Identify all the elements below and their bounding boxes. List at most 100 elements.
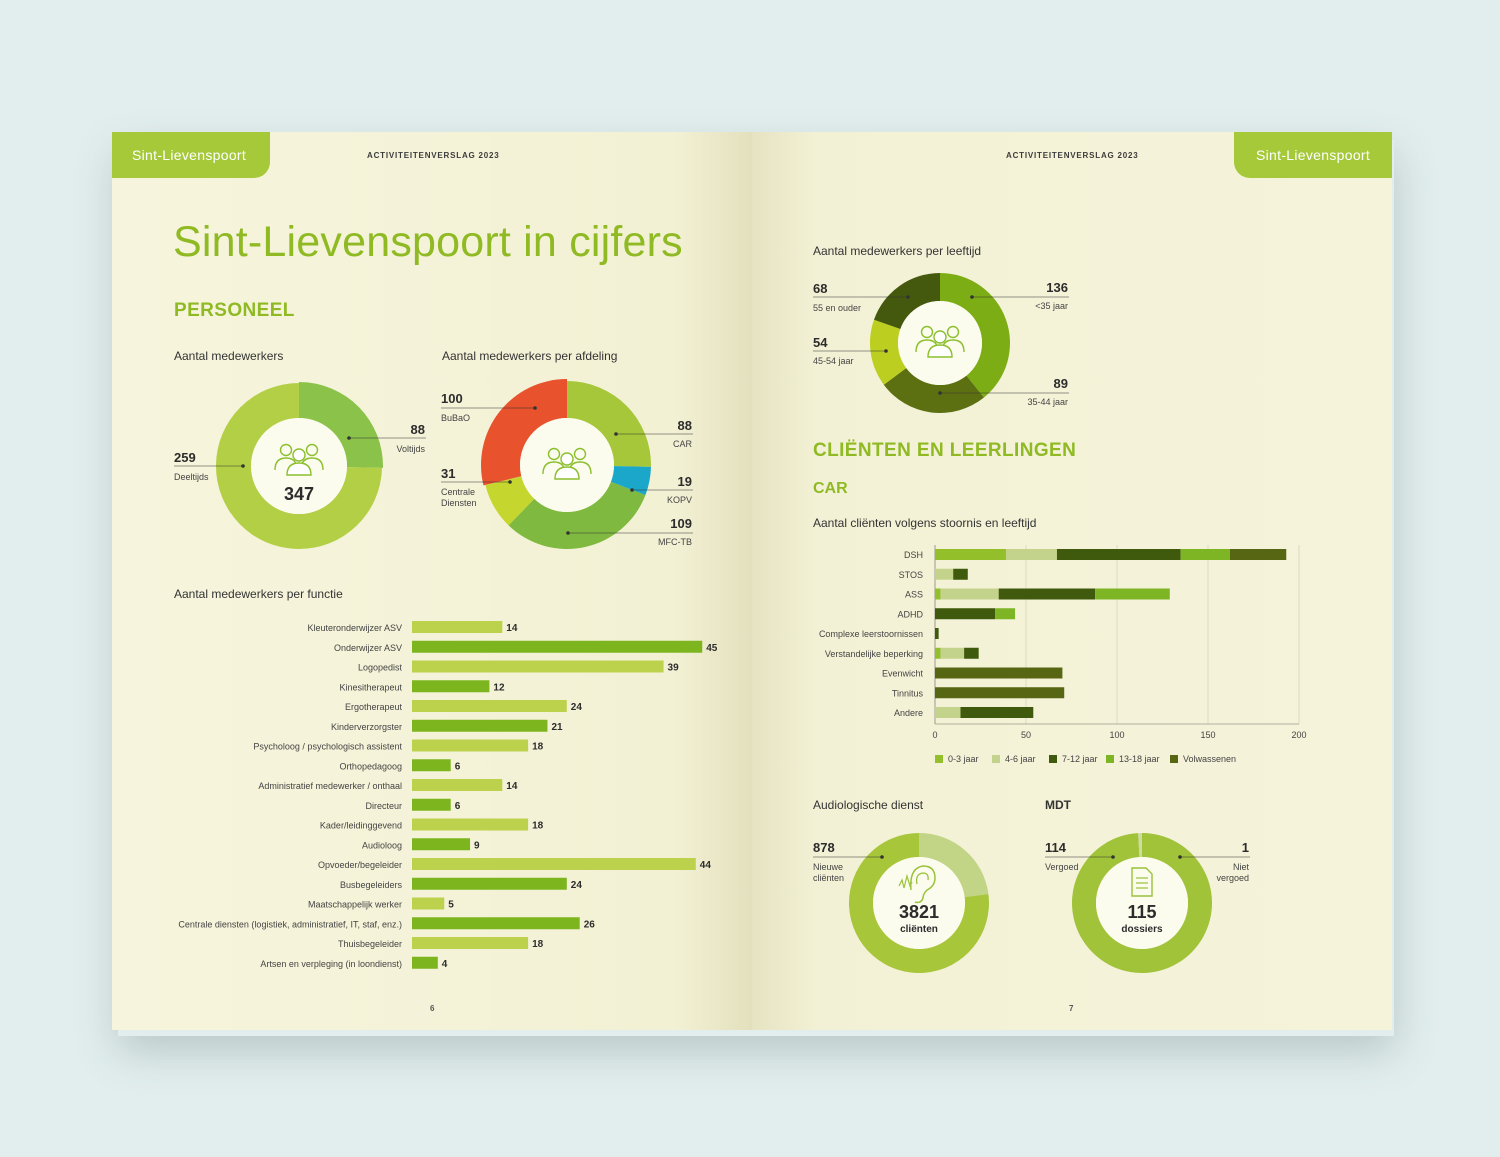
section-personeel: PERSONEEL <box>174 300 295 321</box>
section-clienten: CLIËNTEN EN LEERLINGEN <box>813 440 1077 461</box>
value-nieuwe-clienten: 878 <box>813 840 835 855</box>
donut-medewerkers <box>215 382 383 549</box>
callout-voltijds: 88 Voltijds <box>347 422 426 454</box>
donut-audiologie <box>849 833 989 973</box>
bar-value: 5 <box>448 900 454 911</box>
bar <box>412 798 451 811</box>
bar-value: 24 <box>571 702 583 713</box>
stacked-bar-segment <box>1095 588 1170 600</box>
label-45-54: 45-54 jaar <box>813 356 854 366</box>
page-title: Sint-Lievenspoort in cijfers <box>173 218 683 266</box>
chart-title-functie: Aantal medewerkers per functie <box>174 587 343 601</box>
legend-label: 13-18 jaar <box>1119 754 1160 764</box>
bar-value: 18 <box>532 939 544 950</box>
center-value-mdt: 115 <box>1127 902 1156 922</box>
donut-slice-55-en-ouder <box>873 273 940 330</box>
stacked-bar-segment <box>1180 549 1230 560</box>
value-45-54: 54 <box>813 335 828 350</box>
donut-slice-voltijds <box>299 382 383 468</box>
bar-value: 18 <box>532 821 544 832</box>
legend-swatch <box>992 755 1000 763</box>
bar <box>412 680 490 693</box>
category-label: ADHD <box>897 609 923 619</box>
brand-tab-right: Sint-Lievenspoort <box>1234 132 1392 178</box>
x-tick-label: 200 <box>1291 730 1306 740</box>
callout-deeltijds: 259 Deeltijds <box>174 450 245 482</box>
callout-35min: 136 <35 jaar <box>970 280 1069 311</box>
donut-afdeling <box>480 379 651 550</box>
callout-35-44: 89 35-44 jaar <box>938 376 1069 407</box>
legend-swatch <box>935 755 943 763</box>
bar-label: Centrale diensten (logistiek, administra… <box>178 919 402 929</box>
center-value-audiologie: 3821 <box>899 902 939 922</box>
label-kopv: KOPV <box>667 495 692 505</box>
donut-slice-car <box>567 381 651 467</box>
bar-value: 9 <box>474 840 480 851</box>
legend-stoornis: 0-3 jaar 4-6 jaar 7-12 jaar 13-18 jaar Volwa… <box>935 754 1236 764</box>
running-head-left: ACTIVITEITENVERSLAG 2023 <box>367 151 500 160</box>
stacked-bar-segment <box>995 608 1016 620</box>
label-niet-1: Niet <box>1233 862 1250 872</box>
label-deeltijds: Deeltijds <box>174 472 209 482</box>
value-niet-vergoed: 1 <box>1242 840 1249 855</box>
bar-label: Psycholoog / psychologisch assistent <box>253 742 402 752</box>
label-car: CAR <box>673 439 693 449</box>
bar-label: Kader/leidinggevend <box>320 821 402 831</box>
value-vergoed: 114 <box>1045 840 1067 855</box>
legend-label: 0-3 jaar <box>948 754 979 764</box>
chart-title-stoornis: Aantal cliënten volgens stoornis en leef… <box>813 516 1037 530</box>
donut-slice-kopv <box>610 466 651 496</box>
category-label: Complexe leerstoornissen <box>819 629 923 639</box>
label-centrale-2: Diensten <box>441 498 477 508</box>
value-voltijds: 88 <box>411 422 425 437</box>
category-label: ASS <box>905 590 923 600</box>
brand-tab-left: Sint-Lievenspoort <box>112 132 270 178</box>
bar-label: Thuisbegeleider <box>338 939 402 949</box>
stacked-bar-segment <box>935 568 954 580</box>
label-35min: <35 jaar <box>1035 301 1068 311</box>
bar-label: Kinderverzorgster <box>331 722 402 732</box>
chart-title-audiologie: Audiologische dienst <box>813 798 924 812</box>
value-55plus: 68 <box>813 281 827 296</box>
category-label: Tinnitus <box>892 688 924 698</box>
callout-55plus: 68 55 en ouder <box>813 281 910 313</box>
bar-value: 44 <box>700 860 712 871</box>
legend-label: 7-12 jaar <box>1062 754 1098 764</box>
label-35-44: 35-44 jaar <box>1027 397 1068 407</box>
callout-kopv: 19 KOPV <box>630 474 693 505</box>
donut-slice-45-54-jaar <box>869 319 907 385</box>
donut-slice-centrale-diensten <box>485 476 535 526</box>
legend-swatch <box>1106 755 1114 763</box>
bar <box>412 719 548 732</box>
stacked-bar-segment <box>935 588 941 600</box>
label-mfc: MFC-TB <box>658 537 692 547</box>
donut-slice-niet-vergoed <box>1138 833 1142 858</box>
chart-title-medewerkers: Aantal medewerkers <box>174 349 284 363</box>
stacked-bar-segment <box>1056 549 1181 560</box>
donut-slice-deeltijds <box>215 383 382 549</box>
donut-leeftijd <box>869 273 1011 414</box>
stacked-bar-segment <box>960 707 1034 718</box>
bar-label: Opvoeder/begeleider <box>318 860 402 870</box>
stacked-bar-segment <box>935 647 941 659</box>
bar <box>412 838 471 851</box>
bar-label: Busbegeleiders <box>340 880 403 890</box>
donut-slice-overige <box>849 833 989 973</box>
bars-stoornis: 0 50 100 150 200 DSH STOS ASS ADHD Complexe leers… <box>819 545 1307 740</box>
subsection-car: CAR <box>813 480 848 497</box>
bar-value: 14 <box>506 623 518 634</box>
legend-label: 4-6 jaar <box>1005 754 1036 764</box>
bar-label: Administratief medewerker / onthaal <box>258 781 402 791</box>
bar-value: 45 <box>706 643 718 654</box>
bar-value: 12 <box>493 682 505 693</box>
category-label: Andere <box>894 708 923 718</box>
bar-label: Logopedist <box>358 663 403 673</box>
bar <box>412 759 451 772</box>
bars-functie: Kleuteronderwijzer ASV 14 Onderwijzer ASV 4… <box>178 621 718 970</box>
donut-slice-nieuwe-cli-nten <box>919 833 989 898</box>
legend-label: Volwassenen <box>1183 754 1236 764</box>
page-number-left: 6 <box>430 1004 435 1013</box>
stacked-bar-segment <box>964 647 979 659</box>
value-kopv: 19 <box>678 474 692 489</box>
center-label-mdt: dossiers <box>1121 924 1163 935</box>
